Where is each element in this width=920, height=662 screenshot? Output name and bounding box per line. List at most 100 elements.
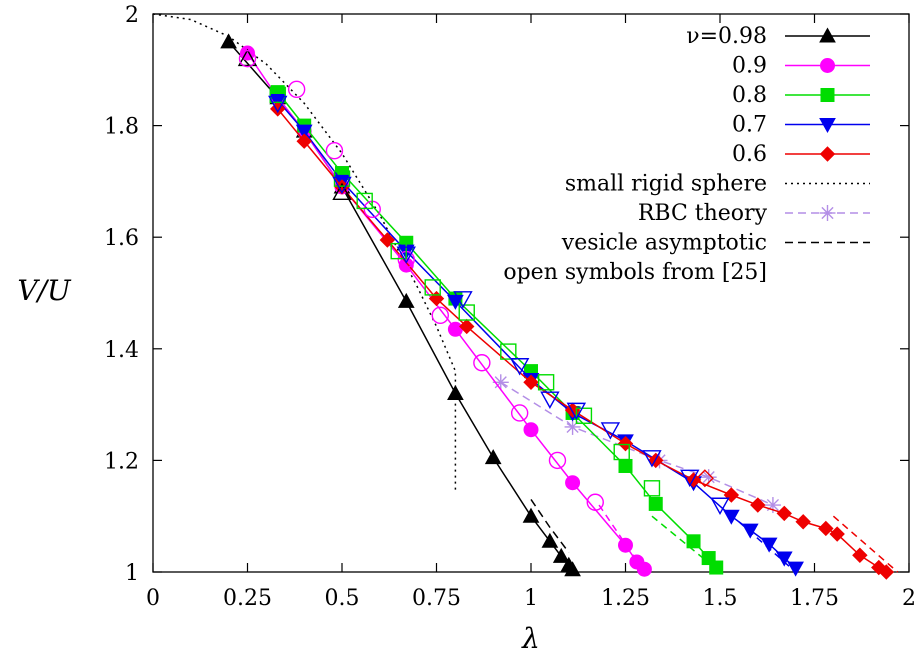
open-symbol-point — [431, 306, 449, 325]
legend-marker — [820, 88, 835, 102]
series-point — [523, 422, 539, 438]
legend-label: RBC theory — [638, 201, 768, 226]
legend-entry: vesicle asymptotic — [561, 231, 870, 256]
series-point — [750, 497, 766, 513]
legend-marker — [819, 146, 836, 162]
open-symbol-point — [269, 86, 286, 104]
series-point — [522, 507, 540, 523]
series-point — [686, 534, 701, 549]
x-tick-label: 0.75 — [412, 586, 461, 611]
open-symbol-point — [473, 354, 491, 372]
open-symbol-point — [453, 291, 473, 309]
legend-label: 0.8 — [732, 83, 767, 108]
reference-curve-line — [152, 13, 457, 492]
open-symbol-point — [332, 182, 352, 201]
x-tick-label: 1.5 — [703, 586, 738, 611]
open-symbol-points — [237, 48, 730, 515]
series-point — [220, 33, 237, 49]
series-group — [220, 33, 581, 577]
plot-frame — [152, 13, 910, 573]
x-tick-label: 1 — [524, 586, 538, 611]
legend-entry: open symbols from [25] — [503, 260, 767, 285]
y-tick-label: 2 — [125, 3, 139, 28]
open-symbol-point — [332, 176, 352, 195]
x-tick-label: 1.75 — [790, 586, 839, 611]
series-point — [795, 514, 811, 530]
open-symbol-point — [238, 49, 257, 68]
axes: 0 0.25 0.5 0.75 1 1.25 1.5 1.75 2 1 1.2 1.4 1.6 1.8 2 — [104, 3, 916, 611]
open-symbol-point — [390, 242, 407, 260]
open-symbol-point — [356, 192, 373, 210]
legend-entry: 0.6 — [732, 142, 870, 167]
series-point — [852, 547, 868, 563]
open-symbol-point — [643, 480, 661, 497]
open-symbol-point — [458, 304, 475, 321]
legend-label: 0.7 — [732, 113, 767, 138]
open-symbol-point — [510, 404, 529, 422]
reference-curves — [152, 13, 899, 573]
series-point — [741, 523, 759, 539]
y-tick-label: 1.6 — [104, 226, 139, 251]
series-point — [484, 449, 502, 465]
reference-curve-point — [764, 497, 781, 514]
series-point — [760, 537, 778, 553]
open-symbol-point — [537, 374, 555, 391]
legend-entry: 0.7 — [732, 113, 870, 138]
series-point — [818, 520, 834, 537]
y-tick-label: 1.4 — [104, 338, 139, 363]
legend-label: 0.6 — [732, 142, 767, 167]
series-point — [775, 551, 793, 567]
series-point — [618, 458, 633, 473]
asterisk-stroke — [494, 376, 507, 389]
series-point — [541, 532, 559, 548]
series-point — [295, 124, 313, 140]
series-point — [618, 537, 633, 553]
series-point — [722, 509, 740, 525]
open-symbol-point — [540, 391, 560, 409]
legend-entry: small rigid sphere — [565, 172, 870, 197]
series-point — [447, 321, 463, 337]
x-tick-label: 0.5 — [325, 586, 360, 611]
series-point — [397, 292, 415, 308]
y-tick-label: 1 — [125, 561, 139, 586]
reference-curve-line — [500, 381, 774, 506]
x-tick-label: 0 — [146, 586, 160, 611]
y-tick-label: 1.2 — [104, 449, 139, 474]
legend-marker — [819, 205, 836, 221]
legend-label: 0.9 — [732, 54, 767, 79]
legend-entry: ν=0.98 — [686, 24, 870, 49]
x-tick-label: 1.25 — [601, 586, 650, 611]
legend-label: vesicle asymptotic — [561, 231, 767, 256]
open-symbol-point — [268, 95, 288, 114]
open-symbol-point — [509, 358, 530, 376]
series-point — [636, 561, 652, 577]
series-group — [270, 85, 724, 575]
series-point — [709, 560, 724, 575]
series-point — [552, 547, 570, 563]
reference-curve-line — [530, 499, 570, 553]
legend-label: small rigid sphere — [565, 172, 767, 197]
series-group — [270, 101, 895, 580]
y-axis-title: V/U — [17, 274, 72, 307]
open-symbol-point — [613, 443, 630, 461]
open-symbol-point — [600, 422, 621, 440]
open-symbol-point — [287, 80, 306, 99]
legend-label: open symbols from [25] — [503, 260, 767, 285]
open-symbol-point — [566, 402, 587, 421]
series-point — [296, 133, 312, 149]
series-point — [648, 496, 663, 511]
open-symbol-point — [642, 450, 662, 468]
open-symbol-point — [710, 497, 730, 515]
x-tick-label: 0.25 — [223, 586, 272, 611]
open-symbol-point — [575, 407, 593, 424]
series-point — [565, 475, 581, 491]
asterisk-stroke — [702, 471, 715, 484]
series-point — [878, 564, 895, 580]
series-point — [723, 487, 740, 503]
legend-marker — [820, 58, 835, 73]
data-series — [220, 33, 895, 580]
open-symbol-point — [237, 48, 258, 67]
open-symbol-point — [548, 451, 567, 470]
